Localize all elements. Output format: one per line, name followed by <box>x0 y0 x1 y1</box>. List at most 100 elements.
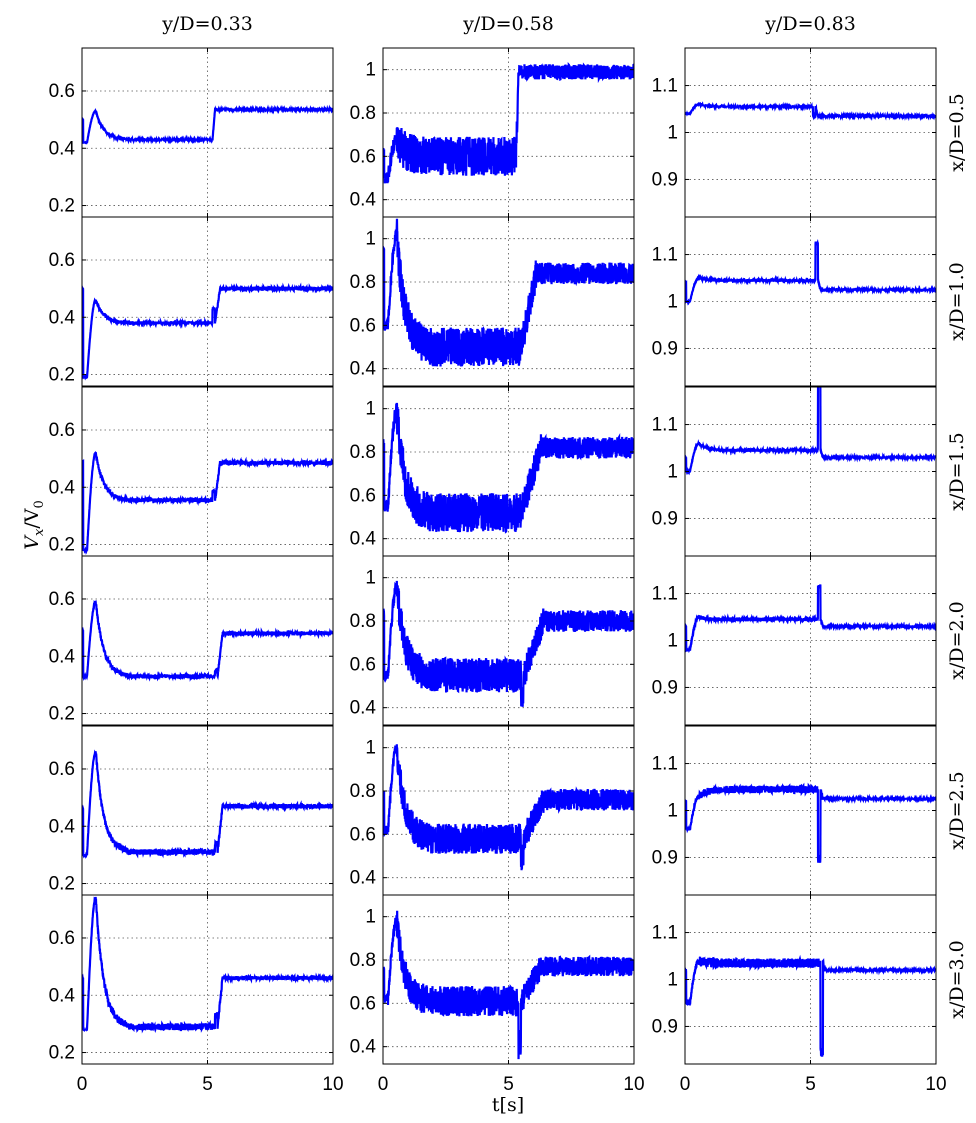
y-tick-label: 0.4 <box>350 190 377 211</box>
y-tick-label: 0.2 <box>49 535 75 556</box>
y-tick-label: 1 <box>667 123 678 144</box>
row-label: x/D=1.0 <box>946 262 968 341</box>
y-tick-label: 0.4 <box>350 1037 377 1058</box>
y-tick-label: 0.6 <box>350 485 376 506</box>
panel-r5-c2: 0.4 0.6 0.8 1 <box>350 725 635 896</box>
y-tick-label: 1.1 <box>652 754 678 775</box>
y-tick-label: 0.9 <box>652 1016 678 1037</box>
panel-frame <box>684 386 937 557</box>
y-tick-label: 0.8 <box>350 442 376 463</box>
y-tick-label: 0.4 <box>350 698 377 719</box>
y-tick-label: 0.6 <box>49 250 75 271</box>
x-tick-label: 5 <box>805 1074 816 1095</box>
y-tick-label: 0.6 <box>49 928 75 949</box>
series-line <box>383 61 634 184</box>
y-tick-label: 0.9 <box>652 169 678 190</box>
x-tick-label: 0 <box>680 1074 691 1095</box>
panel-r5-c1: 0.2 0.4 0.6 <box>49 725 334 896</box>
series-line <box>82 282 333 381</box>
series-line <box>82 749 333 860</box>
y-tick-label: 1 <box>365 399 376 420</box>
panel-r2-c2: 0.4 0.6 0.8 1 <box>350 216 635 387</box>
panel-r5-c3: 0.9 1 1.1 <box>652 725 937 896</box>
y-tick-label: 0.9 <box>652 847 678 868</box>
panel-r4-c3: 0.9 1 1.1 <box>652 555 937 726</box>
y-tick-label: 0.6 <box>350 315 376 336</box>
panel-r1-c2: 0.4 0.6 0.8 1 y/D=0.58 <box>350 13 635 218</box>
y-tick-label: 0.6 <box>49 81 75 102</box>
series-line <box>383 218 634 367</box>
y-tick-label: 0.4 <box>350 529 377 550</box>
x-tick-label: 0 <box>378 1074 389 1095</box>
figure-labels: Vx/V0 t[s] <box>21 500 524 1116</box>
y-tick-label: 0.4 <box>49 816 76 837</box>
column-title: y/D=0.33 <box>161 13 253 35</box>
panel-r4-c1: 0.2 0.4 0.6 <box>49 555 334 726</box>
series-line <box>82 104 333 145</box>
y-tick-label: 0.2 <box>49 196 75 217</box>
x-tick-label: 10 <box>925 1074 946 1095</box>
y-tick-label: 0.4 <box>49 477 76 498</box>
panel-r1-c3: 0.9 1 1.1 y/D=0.83 <box>652 13 937 218</box>
series-line <box>685 387 936 476</box>
y-tick-label: 0.6 <box>49 420 75 441</box>
series-line <box>383 402 634 534</box>
column-title: y/D=0.83 <box>764 13 856 35</box>
panel-frame <box>382 555 635 726</box>
panel-r1-c1: 0.2 0.4 0.6 y/D=0.33 <box>49 13 334 218</box>
series-line <box>82 599 333 682</box>
panel-frame <box>382 894 635 1065</box>
y-tick-label: 0.6 <box>49 589 75 610</box>
y-tick-label: 1 <box>667 631 678 652</box>
x-tick-label: 5 <box>503 1074 514 1095</box>
y-tick-label: 0.8 <box>350 103 376 124</box>
y-axis-label: Vx/V0 <box>21 500 47 549</box>
series-line <box>685 782 936 863</box>
y-tick-label: 0.4 <box>49 307 76 328</box>
panel-frame <box>81 386 334 557</box>
panel-r2-c1: 0.2 0.4 0.6 <box>49 216 334 387</box>
panel-frame <box>684 216 937 387</box>
x-tick-label: 0 <box>77 1074 88 1095</box>
x-tick-label: 10 <box>623 1074 644 1095</box>
column-title: y/D=0.58 <box>462 13 554 35</box>
y-tick-label: 1 <box>667 970 678 991</box>
y-tick-label: 1 <box>667 801 678 822</box>
panel-r3-c3: 0.9 1 1.1 <box>652 386 937 557</box>
y-tick-label: 0.4 <box>350 359 377 380</box>
y-tick-label: 0.4 <box>350 868 377 889</box>
panel-r6-c1: 0.2 0.4 0.6 0 5 10 <box>49 894 344 1095</box>
y-tick-label: 0.9 <box>652 677 678 698</box>
x-tick-label: 5 <box>202 1074 213 1095</box>
y-tick-label: 0.2 <box>49 1043 75 1064</box>
series-line <box>685 101 936 122</box>
x-tick-label: 10 <box>322 1074 343 1095</box>
panel-frame <box>81 555 334 726</box>
y-tick-label: 1.1 <box>652 584 678 605</box>
panel-r3-c2: 0.4 0.6 0.8 1 <box>350 386 635 557</box>
y-tick-label: 1.1 <box>652 415 678 436</box>
y-tick-label: 1 <box>667 292 678 313</box>
series-line <box>685 584 936 653</box>
series-line <box>383 744 634 871</box>
y-tick-label: 0.6 <box>350 993 376 1014</box>
y-tick-label: 0.6 <box>350 654 376 675</box>
panel-frame <box>81 725 334 896</box>
y-tick-label: 0.4 <box>49 138 76 159</box>
x-axis-label: t[s] <box>492 1094 524 1116</box>
row-label: x/D=3.0 <box>946 940 968 1019</box>
row-label: x/D=2.0 <box>946 601 968 680</box>
panel-frame <box>81 216 334 387</box>
y-tick-label: 0.8 <box>350 611 376 632</box>
panel-frame <box>382 386 635 557</box>
panel-frame <box>684 725 937 896</box>
y-tick-label: 0.8 <box>350 781 376 802</box>
y-tick-label: 0.6 <box>350 146 376 167</box>
series-line <box>383 580 634 707</box>
y-tick-label: 1.1 <box>652 923 678 944</box>
series-line <box>685 954 936 1057</box>
y-tick-label: 1 <box>365 60 376 81</box>
panel-r2-c3: 0.9 1 1.1 <box>652 216 937 387</box>
panel-frame <box>684 894 937 1065</box>
series-line <box>82 451 333 555</box>
